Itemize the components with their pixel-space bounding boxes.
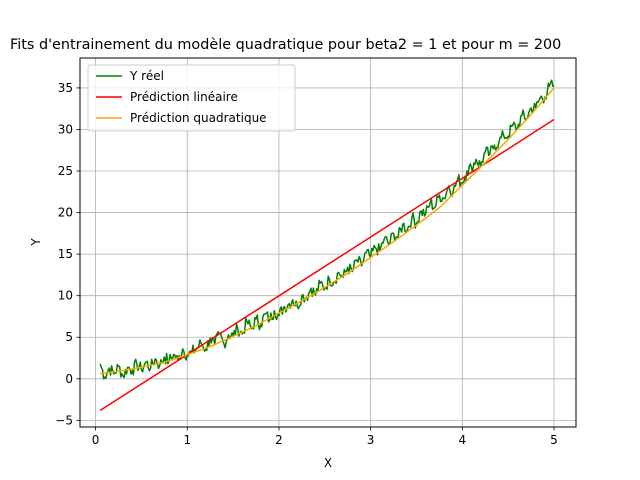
series-layer [99, 79, 555, 412]
y-tick-label: 30 [58, 122, 73, 136]
legend: Y réel Prédiction linéaire Prédiction qu… [87, 64, 296, 132]
x-tick-label: 0 [92, 433, 100, 447]
y-axis-title: Y [29, 238, 43, 247]
legend-label-prediction-quadratique: Prédiction quadratique [130, 111, 267, 125]
y-tick-label: 25 [58, 164, 73, 178]
y-tick-label: 0 [65, 372, 73, 386]
y-tick-label: 5 [65, 330, 73, 344]
ticks: 0 1 2 3 4 5 −5 0 5 10 15 20 25 30 35 [55, 81, 558, 447]
y-tick-label: 10 [58, 289, 73, 303]
y-tick-label: 20 [58, 206, 73, 220]
x-tick-label: 4 [458, 433, 466, 447]
y-tick-label: 35 [58, 81, 73, 95]
x-tick-label: 2 [275, 433, 283, 447]
x-axis-title: X [324, 456, 332, 470]
chart-title: Fits d'entrainement du modèle quadratiqu… [10, 37, 561, 53]
legend-label-prediction-lineaire: Prédiction linéaire [130, 90, 238, 104]
x-tick-label: 1 [183, 433, 191, 447]
series-line-2 [100, 87, 555, 375]
legend-label-y-reel: Y réel [129, 69, 164, 83]
x-tick-label: 3 [367, 433, 375, 447]
legend-box [87, 64, 296, 132]
series-line-1 [99, 118, 555, 412]
x-tick-label: 5 [550, 433, 558, 447]
y-tick-label: 15 [58, 247, 73, 261]
y-tick-label: −5 [55, 413, 73, 427]
plot-frame [79, 57, 577, 428]
